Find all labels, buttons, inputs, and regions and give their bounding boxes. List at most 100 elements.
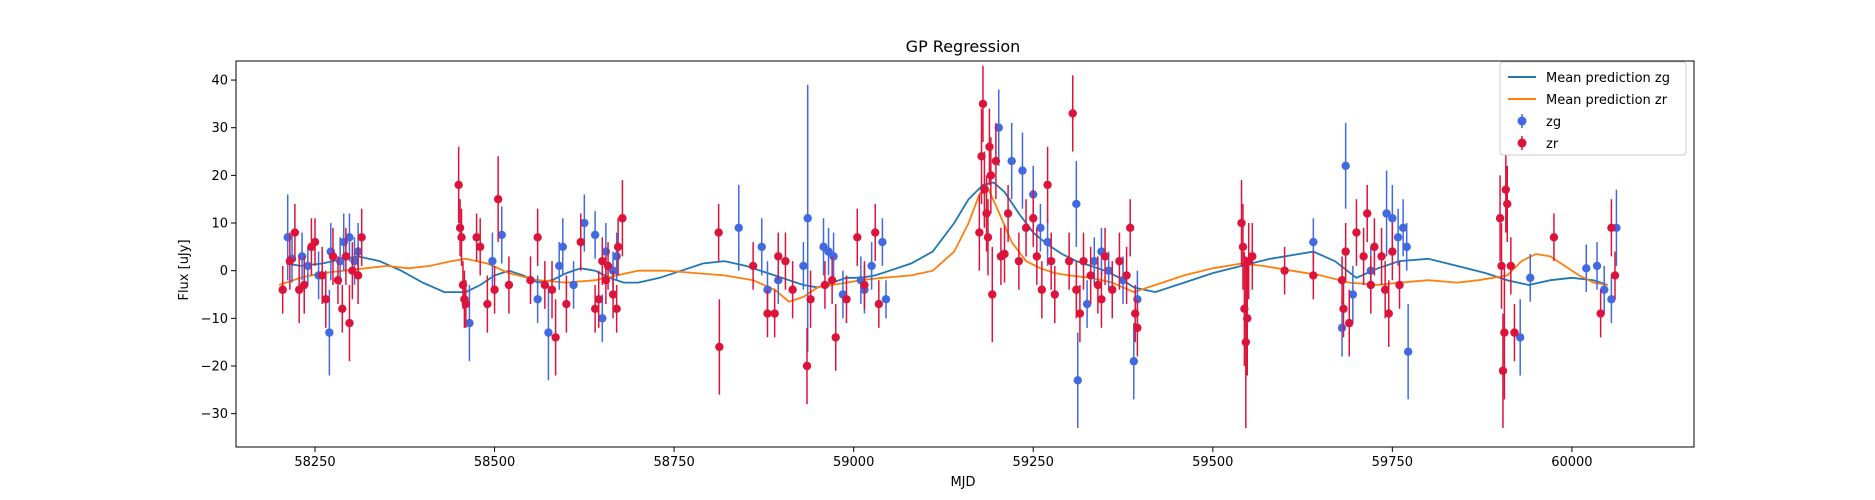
zr-point-19 — [457, 233, 466, 242]
zr-point-10 — [333, 276, 343, 285]
y-tick-label-3: 0 — [220, 264, 228, 279]
zr-point-98 — [1133, 323, 1142, 333]
x-tick-label-7: 60000 — [1551, 455, 1592, 470]
zg-point-62 — [1388, 214, 1397, 223]
zr-point-16 — [357, 233, 366, 242]
zr-point-24 — [475, 242, 485, 252]
zr-point-48 — [763, 309, 772, 318]
mean-prediction-line-zg — [286, 181, 1609, 294]
zr-point-61 — [871, 228, 880, 237]
zg-point-22 — [598, 314, 607, 323]
y-tick-label-1: −20 — [201, 359, 228, 374]
zr-point-22 — [461, 299, 471, 309]
zg-point-56 — [1309, 237, 1318, 247]
zg-point-48 — [1073, 376, 1082, 385]
zr-point-93 — [1108, 285, 1117, 294]
zr-point-99 — [1237, 218, 1246, 228]
x-tick-label-4: 59250 — [1013, 455, 1054, 470]
zr-point-125 — [1500, 328, 1509, 337]
series-zg — [283, 84, 1621, 428]
zr-point-69 — [985, 142, 994, 151]
zg-point-26 — [734, 223, 743, 232]
zg-point-54 — [1129, 357, 1138, 366]
zr-point-85 — [1068, 109, 1077, 118]
zr-point-63 — [975, 228, 984, 237]
zr-point-100 — [1238, 242, 1248, 252]
zg-point-69 — [1582, 264, 1591, 273]
zr-point-127 — [1503, 199, 1512, 209]
zr-point-112 — [1352, 228, 1361, 237]
zr-point-45 — [714, 228, 723, 237]
zg-point-5 — [325, 328, 334, 337]
x-tick-label-2: 58750 — [653, 455, 694, 470]
zr-point-122 — [1495, 214, 1505, 223]
zr-point-18 — [455, 223, 465, 232]
zr-point-44 — [618, 214, 627, 223]
legend-label-zr: zr — [1546, 137, 1559, 152]
zr-point-87 — [1075, 309, 1085, 318]
zg-point-27 — [757, 242, 766, 252]
zr-point-131 — [1596, 309, 1605, 318]
zr-point-4 — [300, 280, 309, 290]
zg-point-65 — [1402, 242, 1411, 252]
zr-point-65 — [978, 99, 988, 109]
zr-point-114 — [1363, 209, 1372, 218]
zr-point-31 — [540, 280, 550, 290]
zg-point-64 — [1398, 223, 1408, 232]
zg-point-20 — [580, 218, 589, 228]
zr-point-47 — [748, 261, 758, 271]
zr-point-12 — [341, 252, 351, 261]
zg-point-58 — [1341, 161, 1350, 171]
zg-point-12 — [465, 318, 474, 328]
x-tick-label-3: 59000 — [833, 455, 874, 470]
zr-point-110 — [1341, 247, 1350, 256]
zr-point-115 — [1366, 280, 1375, 290]
zr-point-78 — [1029, 214, 1038, 223]
zg-point-50 — [1090, 256, 1099, 266]
zg-point-28 — [763, 285, 772, 294]
zr-point-124 — [1498, 366, 1508, 375]
zr-point-2 — [290, 228, 300, 237]
zg-point-61 — [1382, 209, 1391, 218]
zr-point-94 — [1115, 256, 1124, 266]
zg-point-16 — [544, 328, 553, 337]
zg-point-14 — [497, 230, 506, 240]
zr-point-55 — [820, 280, 830, 290]
zr-point-95 — [1122, 271, 1131, 280]
zr-point-97 — [1131, 309, 1140, 318]
zg-point-72 — [1607, 295, 1616, 304]
zr-point-59 — [853, 233, 862, 242]
zr-point-126 — [1501, 185, 1511, 194]
legend-box — [1499, 61, 1687, 156]
zr-point-74 — [1000, 249, 1009, 259]
data-marks — [278, 65, 1621, 428]
zg-point-31 — [803, 214, 812, 223]
zr-point-72 — [991, 156, 1001, 166]
zr-point-130 — [1549, 233, 1559, 242]
zr-point-11 — [338, 304, 347, 314]
zr-point-133 — [1610, 271, 1620, 280]
zr-point-129 — [1510, 328, 1519, 337]
zr-point-123 — [1497, 261, 1506, 271]
zg-point-66 — [1403, 347, 1413, 356]
zr-point-92 — [1100, 252, 1110, 261]
legend-label-line-zr: Mean prediction zr — [1546, 93, 1668, 108]
zr-point-42 — [612, 304, 621, 314]
zr-point-25 — [483, 299, 492, 309]
zr-point-1 — [285, 256, 295, 266]
zg-point-39 — [878, 237, 887, 247]
zg-point-30 — [799, 261, 808, 271]
zr-point-64 — [977, 152, 986, 161]
zg-point-67 — [1515, 333, 1525, 342]
zr-point-17 — [454, 180, 463, 190]
zr-point-51 — [781, 256, 790, 266]
zr-point-40 — [603, 261, 613, 271]
zg-point-52 — [1104, 266, 1113, 275]
zr-point-52 — [788, 285, 797, 294]
y-tick-label-7: 40 — [211, 74, 228, 89]
zr-point-36 — [590, 304, 600, 314]
zg-point-49 — [1082, 299, 1092, 309]
zr-point-68 — [983, 233, 993, 242]
y-axis: −30 −20 −10 0 10 20 30 40 — [201, 74, 236, 422]
